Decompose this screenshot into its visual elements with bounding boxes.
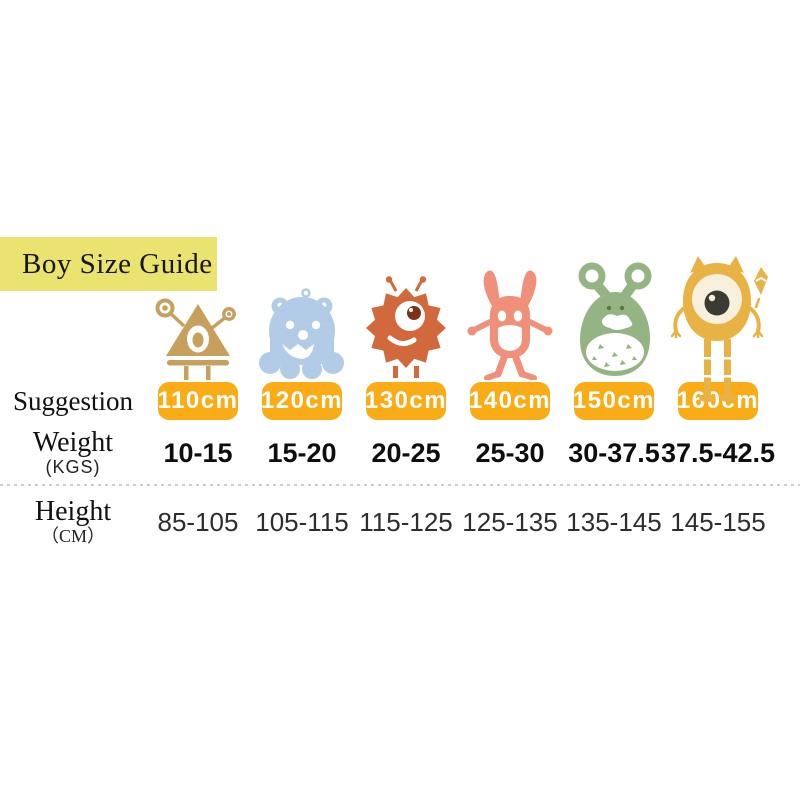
size-badge-110: 110cm: [158, 382, 238, 420]
height-value-130: 115-125: [359, 506, 453, 537]
weight-value-110: 10-15: [163, 437, 233, 468]
weight-value-160: 37.5-42.5: [660, 437, 776, 468]
weight-value-130: 20-25: [371, 437, 441, 468]
pink-horned-monster-icon: [467, 270, 553, 380]
orange-spiky-monster-icon: [366, 276, 446, 378]
page-title: Boy Size Guide: [22, 247, 213, 280]
weight-value-140: 25-30: [475, 437, 545, 468]
height-value-110: 85-105: [157, 506, 239, 537]
height-value-140: 125-135: [462, 506, 558, 537]
height-unit: （CM）: [40, 525, 105, 546]
size-badge-130: 130cm: [365, 382, 446, 420]
size-table: Suggestion 110cm 120cm 130cm 140cm 150cm…: [0, 255, 800, 558]
blue-blob-monster-icon: [259, 288, 344, 379]
size-badge-120: 120cm: [261, 382, 342, 420]
dashed-divider: [0, 484, 800, 486]
weight-value-120: 15-20: [267, 437, 337, 468]
title-box: Boy Size Guide: [0, 237, 217, 291]
weight-value-150: 30-37.5: [568, 437, 660, 468]
monster-cell-160: [666, 255, 770, 402]
suggestion-label: Suggestion: [12, 385, 133, 416]
yellow-cyclops-monster-icon: [670, 256, 768, 402]
suggestion-row: Suggestion 110cm 120cm 130cm 140cm 150cm…: [0, 380, 800, 422]
monster-cell-110: [146, 255, 250, 380]
monster-cell-140: [458, 255, 562, 380]
monster-cell-120: [250, 255, 354, 380]
size-badge-160: 160cm: [677, 382, 758, 420]
height-value-150: 135-145: [566, 506, 662, 537]
monster-row-label-spacer: [0, 255, 146, 380]
rocket-icon: [754, 267, 768, 295]
monster-cell-130: [354, 255, 458, 380]
height-label: Height: [34, 495, 112, 527]
tan-triangle-monster-icon: [155, 298, 236, 380]
green-frog-monster-icon: [578, 262, 652, 376]
weight-unit: (KGS): [45, 456, 101, 477]
size-badge-140: 140cm: [469, 382, 550, 420]
height-value-160: 145-155: [670, 506, 766, 537]
size-badge-150: 150cm: [573, 382, 654, 420]
monster-cell-150: [562, 255, 666, 380]
height-value-120: 105-115: [255, 506, 349, 537]
height-row: Height （CM） 85-105 105-115 115-125 125-1…: [0, 486, 800, 558]
weight-label: Weight: [32, 426, 114, 458]
weight-row: Weight (KGS) 10-15 15-20 20-25 25-30 30-…: [0, 422, 800, 484]
monster-row: [0, 255, 800, 402]
